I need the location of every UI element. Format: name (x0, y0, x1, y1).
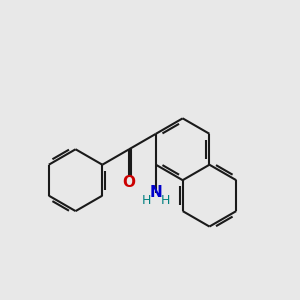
Text: H: H (142, 194, 151, 207)
Text: N: N (149, 185, 162, 200)
Text: H: H (160, 194, 170, 207)
Text: O: O (123, 175, 136, 190)
